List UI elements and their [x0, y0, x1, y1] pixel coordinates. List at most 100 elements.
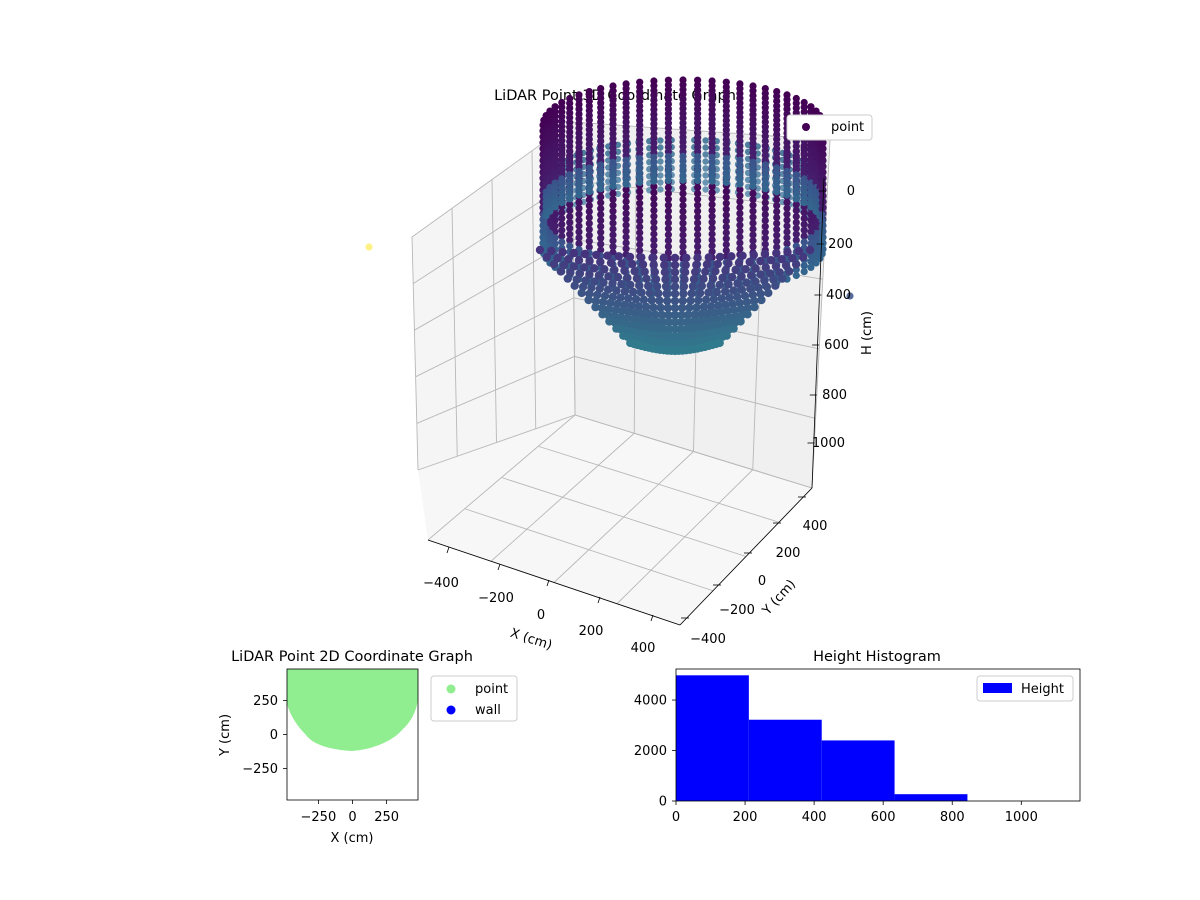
grid-line-horizontal [416, 355, 816, 424]
point-3d [771, 262, 781, 271]
pane-floor [418, 415, 812, 625]
point-3d [585, 289, 594, 299]
point-3d [729, 286, 738, 295]
point-3d [597, 222, 605, 230]
point-3d [773, 225, 781, 233]
legend-3d: point [786, 114, 873, 141]
legend-3d-marker [802, 123, 810, 131]
point-3d [715, 252, 725, 262]
z-tick-label-3d: 1000 [812, 436, 845, 451]
point-3d [792, 212, 800, 221]
point-3d [585, 188, 593, 196]
point-3d [737, 305, 746, 314]
point-3d [679, 231, 687, 239]
point-3d [818, 140, 826, 148]
point-3d [679, 201, 687, 210]
point-3d [564, 255, 573, 264]
point-3d [549, 260, 559, 269]
point-3d [650, 248, 658, 256]
point-3d [650, 218, 658, 226]
point-3d [597, 228, 605, 236]
x-axis-line [427, 539, 681, 626]
point-3d [636, 193, 644, 201]
point-3d [736, 317, 745, 326]
point-3d [600, 265, 609, 274]
point-3d [697, 309, 706, 319]
point-3d [688, 317, 698, 326]
point-3d [585, 208, 593, 216]
point-3d [718, 273, 727, 282]
point-3d [761, 211, 769, 219]
point-3d [679, 289, 688, 298]
point-3d [622, 239, 630, 247]
point-3d [773, 188, 781, 196]
point-3d [664, 183, 673, 192]
point-3d [644, 309, 653, 319]
point-3d [622, 186, 630, 194]
point-3d [650, 224, 658, 232]
point-3d [657, 137, 664, 144]
point-3d [743, 310, 752, 319]
histogram-bar [748, 719, 822, 801]
point-3d [574, 256, 584, 265]
point-3d [783, 228, 791, 236]
point-3d [670, 253, 680, 263]
point-3d [664, 219, 673, 227]
point-3d [749, 207, 757, 215]
point-3d [627, 301, 636, 310]
legend-2d-wall-marker [446, 705, 456, 715]
point-3d [800, 214, 808, 222]
point-3d [736, 203, 744, 212]
point-3d [664, 243, 673, 251]
point-3d [687, 289, 696, 298]
point-3d [792, 206, 800, 215]
point-3d [670, 260, 680, 270]
point-3d [612, 286, 621, 295]
point-3d [622, 180, 630, 188]
point-3d [773, 202, 781, 210]
point-3d [558, 199, 566, 207]
point-3d [702, 158, 709, 165]
point-3d [713, 259, 722, 269]
point-3d [657, 151, 664, 158]
point-3d [664, 231, 673, 239]
point-3d [644, 281, 653, 291]
point-3d [694, 237, 702, 245]
point-3d [664, 237, 673, 245]
point-cloud-3d [365, 76, 854, 356]
point-3d [620, 266, 629, 275]
point-3d [664, 201, 673, 209]
point-3d [783, 204, 791, 212]
point-3d [670, 303, 680, 313]
point-3d [792, 201, 800, 209]
point-3d [684, 310, 693, 320]
point-3d [708, 236, 716, 244]
point-3d [569, 248, 578, 258]
point-3d [650, 206, 658, 214]
point-3d [742, 297, 752, 307]
point-3d [597, 211, 605, 219]
point-3d [737, 272, 746, 281]
point-3d [679, 282, 689, 291]
point-3d [620, 287, 630, 296]
point-3d [575, 198, 583, 206]
point-3d [694, 201, 702, 209]
grid-line-horizontal [415, 297, 820, 378]
point-3d [777, 255, 786, 264]
point-3d [566, 236, 574, 244]
point-3d [636, 178, 644, 186]
point-3d [609, 237, 617, 245]
point-3d [566, 242, 574, 250]
point-3d [720, 287, 730, 296]
point-3d [636, 211, 644, 219]
x-tick-label-2d: 250 [374, 810, 399, 825]
point-3d [580, 249, 590, 259]
point-3d [756, 270, 765, 279]
point-3d [598, 297, 608, 307]
point-3d [622, 233, 630, 241]
point-3d [694, 243, 702, 251]
point-3d [636, 246, 644, 255]
y-tick-label-3d: −200 [719, 603, 755, 618]
point-3d [725, 293, 734, 302]
point-3d [623, 273, 632, 282]
